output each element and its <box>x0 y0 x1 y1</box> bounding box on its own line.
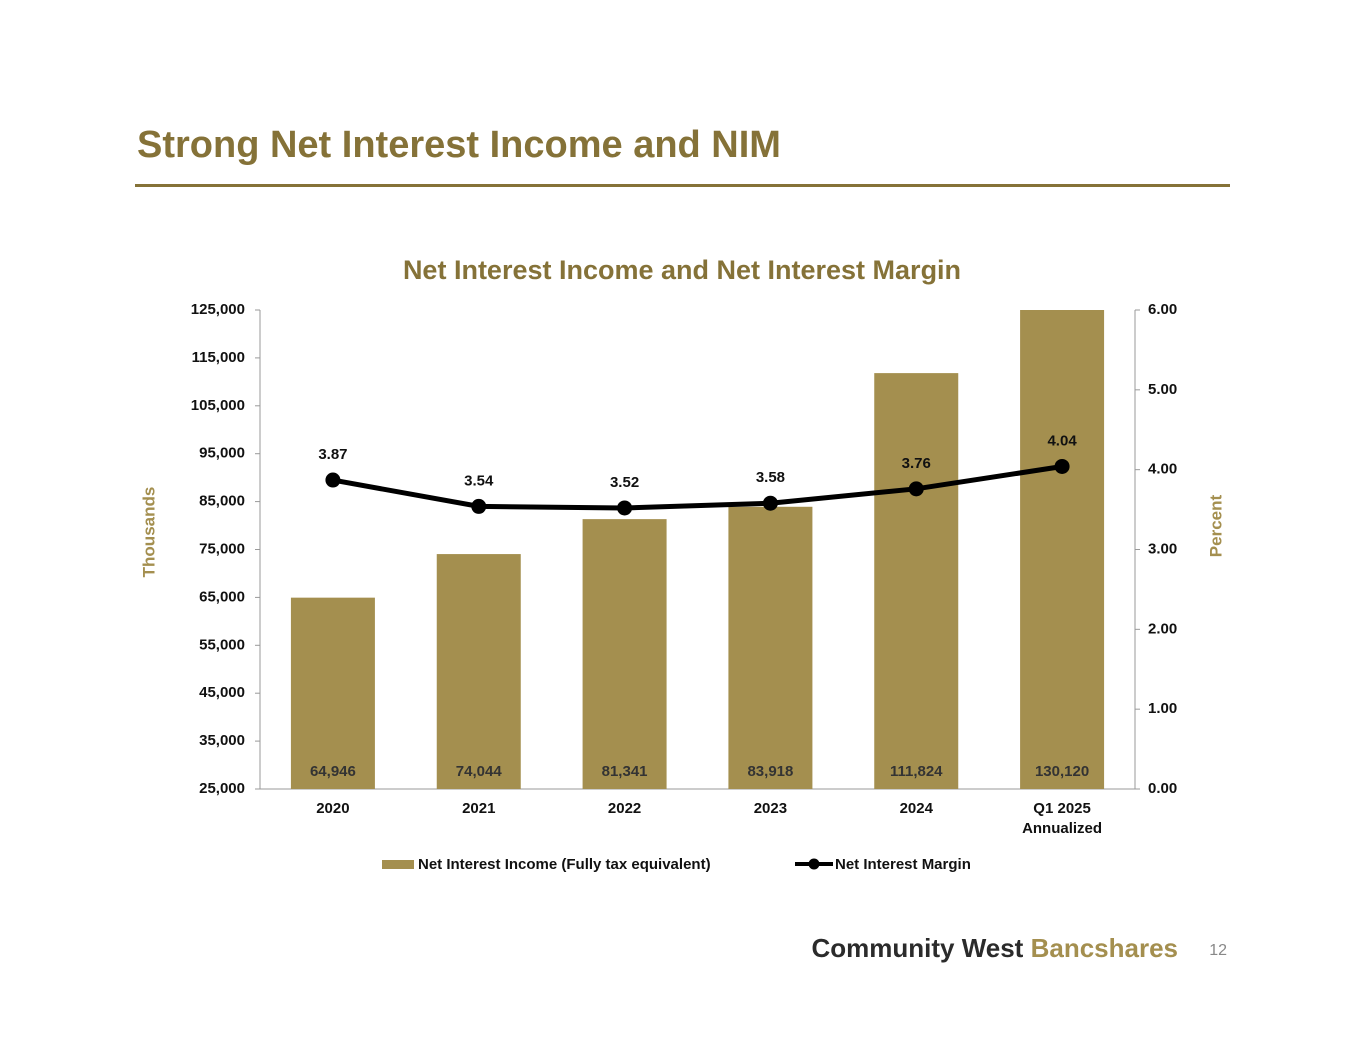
x-tick-label: 2024 <box>899 800 933 817</box>
nim-value-label: 4.04 <box>1047 432 1077 449</box>
nim-point <box>325 472 341 488</box>
bar-value-label: 81,341 <box>602 763 648 780</box>
y-tick-label: 125,000 <box>191 301 245 318</box>
legend-label: Net Interest Income (Fully tax equivalen… <box>418 856 711 873</box>
y-axis-title: Thousands <box>139 487 158 578</box>
nim-value-label: 3.58 <box>756 469 785 486</box>
brand-gold: Bancshares <box>1031 933 1178 963</box>
legend-swatch-dot <box>808 858 820 870</box>
brand-dark: Community West <box>811 933 1023 963</box>
slide-title: Strong Net Interest Income and NIM <box>137 124 781 166</box>
title-rule <box>135 184 1230 187</box>
nim-point <box>762 495 778 511</box>
y2-tick-label: 1.00 <box>1148 700 1177 717</box>
bar <box>436 554 521 789</box>
nim-value-label: 3.87 <box>318 446 347 463</box>
nim-value-label: 3.52 <box>610 474 639 491</box>
bars <box>290 310 1105 789</box>
bar <box>728 506 813 789</box>
y-tick-label: 45,000 <box>199 684 245 701</box>
y2-tick-label: 5.00 <box>1148 381 1177 398</box>
bar <box>290 597 375 789</box>
bar <box>582 519 667 789</box>
nim-value-label: 3.54 <box>464 472 494 489</box>
nim-point <box>908 481 924 497</box>
y-tick-label: 95,000 <box>199 445 245 462</box>
y-tick-label: 65,000 <box>199 588 245 605</box>
y2-tick-label: 0.00 <box>1148 780 1177 797</box>
x-tick-label: 2021 <box>462 800 496 817</box>
x-tick-label: 2023 <box>753 800 788 817</box>
y-tick-label: 75,000 <box>199 540 245 557</box>
y2-tick-label: 6.00 <box>1148 301 1177 318</box>
bar-value-label: 130,120 <box>1035 763 1089 780</box>
legend-label: Net Interest Margin <box>835 856 971 873</box>
nim-point <box>617 500 633 516</box>
bar <box>1020 310 1105 789</box>
y2-axis-title: Percent <box>1206 494 1225 557</box>
y-tick-label: 115,000 <box>192 349 245 366</box>
legend-swatch <box>382 860 414 869</box>
chart-title: Net Interest Income and Net Interest Mar… <box>403 255 961 285</box>
y-tick-label: 105,000 <box>191 397 245 414</box>
y2-tick-label: 4.00 <box>1148 461 1177 478</box>
bar <box>874 373 959 789</box>
y-tick-label: 55,000 <box>199 636 245 653</box>
brand: Community West Bancshares <box>811 933 1178 963</box>
y-tick-label: 35,000 <box>199 732 245 749</box>
x-tick-label: Q1 2025 Annualized <box>1022 800 1103 837</box>
y2-tick-label: 3.00 <box>1148 540 1177 557</box>
x-tick-label: 2020 <box>316 800 350 817</box>
bar-value-label: 111,824 <box>890 763 943 780</box>
page-number: 12 <box>1209 942 1227 959</box>
bar-value-label: 64,946 <box>310 763 356 780</box>
bar-value-label: 83,918 <box>747 763 793 780</box>
y-tick-label: 85,000 <box>199 493 245 510</box>
nim-point <box>471 498 487 514</box>
bar-value-label: 74,044 <box>456 763 503 780</box>
y2-tick-label: 2.00 <box>1148 620 1177 637</box>
nim-point <box>1054 458 1070 474</box>
y-tick-label: 25,000 <box>199 780 245 797</box>
nim-value-label: 3.76 <box>902 455 931 472</box>
x-tick-label: 2022 <box>607 800 642 817</box>
nim-line <box>332 464 1063 511</box>
